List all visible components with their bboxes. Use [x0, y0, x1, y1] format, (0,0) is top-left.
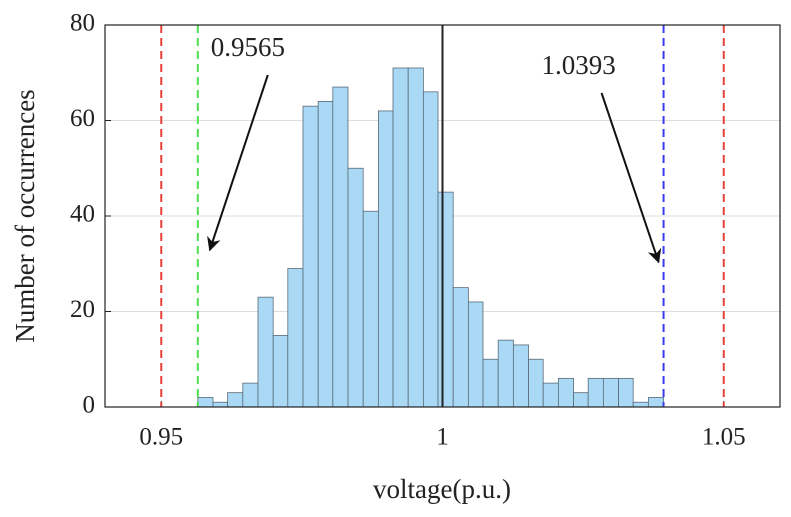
bar [452, 287, 469, 408]
bar [528, 358, 544, 408]
bar [422, 91, 439, 408]
bar [407, 67, 424, 408]
bar [497, 339, 514, 408]
bar [347, 167, 364, 408]
bar [212, 401, 229, 408]
bar [227, 392, 244, 408]
y-tick-label: 0 [83, 392, 96, 419]
bar [272, 334, 289, 408]
x-tick-label: 0.95 [139, 424, 183, 451]
bar [302, 105, 319, 408]
annotation: 0.9565 [211, 32, 285, 62]
x-axis-label: voltage(p.u.) [373, 474, 511, 504]
plot-frame [104, 24, 781, 408]
annotation: 1.0393 [541, 50, 615, 80]
bar [557, 377, 574, 408]
bar [587, 377, 604, 408]
bar [392, 67, 409, 408]
bar [602, 377, 619, 408]
bar [482, 358, 499, 408]
y-axis-label: Number of occurrences [10, 89, 40, 342]
bar [242, 382, 259, 408]
bar [467, 301, 484, 408]
bar [257, 296, 274, 408]
y-tick-label: 40 [70, 201, 95, 228]
bar [512, 344, 529, 408]
x-tick-label: 1.05 [702, 424, 746, 451]
bar [437, 191, 454, 408]
bar [632, 401, 649, 408]
annotation-arrow [207, 74, 269, 252]
bar [377, 110, 394, 408]
bar [317, 101, 334, 408]
annotation-arrow [600, 92, 662, 264]
bar [332, 86, 349, 408]
bar [362, 210, 379, 408]
bar [573, 392, 589, 408]
y-tick-label: 20 [70, 296, 95, 323]
y-tick-label: 80 [70, 10, 95, 37]
bar [647, 397, 664, 408]
y-tick-label: 60 [70, 105, 95, 132]
bar [287, 268, 304, 408]
bar [197, 397, 214, 408]
bar [542, 382, 559, 408]
x-tick-label: 1 [436, 424, 449, 451]
bar [618, 377, 634, 408]
